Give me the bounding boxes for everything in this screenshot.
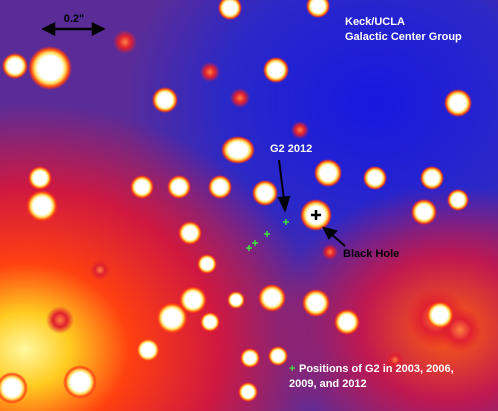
g2-marker [252, 240, 258, 246]
star [263, 57, 289, 83]
star [252, 180, 278, 206]
star [227, 291, 245, 309]
star [420, 166, 444, 190]
stars [0, 0, 482, 404]
star [130, 175, 154, 199]
black-hole-arrow [322, 226, 346, 247]
star [28, 166, 52, 190]
glow [322, 244, 338, 260]
star [268, 346, 288, 366]
scale-label: 0.2" [64, 13, 85, 25]
credit-line: Galactic Center Group [345, 31, 462, 43]
arrow-head [277, 195, 291, 213]
star [447, 189, 469, 211]
star [136, 338, 160, 362]
g2-marker [264, 231, 270, 237]
black-hole-label: Black Hole [343, 248, 399, 260]
glow [113, 30, 137, 54]
star [258, 284, 286, 312]
g2-label: G2 2012 [270, 143, 312, 155]
legend-text: 2009, and 2012 [289, 378, 367, 390]
star [221, 136, 255, 164]
star [156, 302, 188, 334]
arrow-head [91, 21, 106, 37]
black-hole-marker [311, 210, 321, 220]
star [179, 286, 207, 314]
star [2, 53, 28, 79]
star [167, 175, 191, 199]
glow [291, 121, 309, 139]
star [63, 365, 97, 399]
star [306, 0, 330, 18]
star [197, 254, 217, 274]
star [411, 199, 437, 225]
star [238, 382, 258, 402]
g2-positions [246, 219, 289, 251]
star [152, 87, 178, 113]
arrow-line [278, 159, 285, 201]
star [302, 289, 330, 317]
star [334, 309, 360, 335]
glow [200, 62, 220, 82]
star [426, 301, 454, 329]
star [26, 190, 58, 222]
g2-marker [246, 245, 252, 251]
glow [230, 88, 250, 108]
credit-line: Keck/UCLA [345, 16, 405, 28]
star [0, 372, 28, 404]
star [240, 348, 260, 368]
star [218, 0, 242, 20]
star [314, 159, 342, 187]
star [208, 175, 232, 199]
g2-arrow [277, 159, 291, 213]
star [178, 221, 202, 245]
glow [46, 306, 74, 334]
star [444, 89, 472, 117]
arrow-head [322, 226, 338, 240]
star [28, 46, 72, 90]
arrow-head [41, 21, 56, 37]
glow [386, 351, 404, 369]
legend-marker: + [289, 363, 295, 375]
g2-marker [283, 219, 289, 225]
glow [90, 260, 110, 280]
star [363, 166, 387, 190]
legend-text: Positions of G2 in 2003, 2006, [299, 363, 454, 375]
star [200, 312, 220, 332]
scale-bar [41, 21, 106, 37]
